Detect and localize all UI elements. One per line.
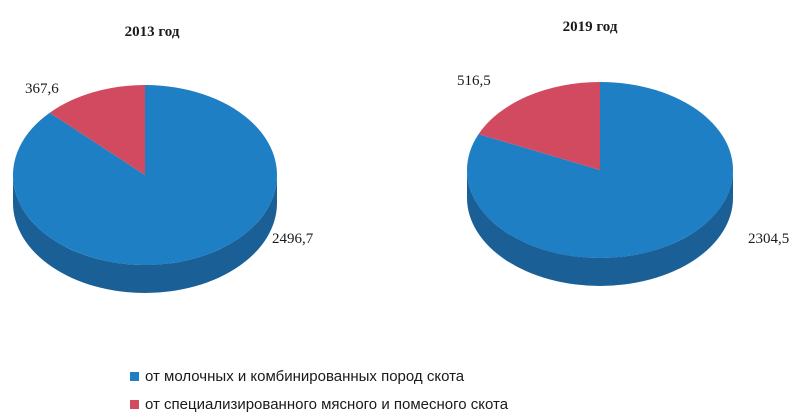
chart-legend: от молочных и комбинированных пород скот… (130, 362, 508, 418)
data-label-2013-dairy: 2496,7 (272, 231, 314, 247)
legend-item-beef: от специализированного мясного и помесно… (130, 390, 508, 418)
legend-label-dairy: от молочных и комбинированных пород скот… (145, 367, 465, 385)
legend-label-beef: от специализированного мясного и помесно… (145, 395, 509, 413)
legend-swatch-dairy (130, 371, 139, 381)
pie-2013-slice-dairy (13, 85, 278, 265)
data-label-2013-beef: 367,6 (25, 81, 59, 97)
data-label-2019-dairy: 2304,5 (748, 231, 789, 247)
pie-2013-slice-beef (49, 85, 145, 175)
pie-chart-2013: 2013 год 2496,7 367,6 (13, 24, 314, 293)
pie-chart-2019: 2019 год 2304,5 516,5 (457, 19, 789, 286)
pie-2019-slice-beef (478, 82, 600, 170)
legend-swatch-beef (130, 399, 139, 409)
pie-2013-dairy-side (13, 175, 277, 293)
chart-title-2013: 2013 год (125, 24, 180, 40)
chart-title-2019: 2019 год (563, 19, 618, 35)
pie-2019-dairy-side (467, 170, 733, 286)
data-label-2019-beef: 516,5 (457, 73, 491, 89)
legend-item-dairy: от молочных и комбинированных пород скот… (130, 362, 508, 390)
